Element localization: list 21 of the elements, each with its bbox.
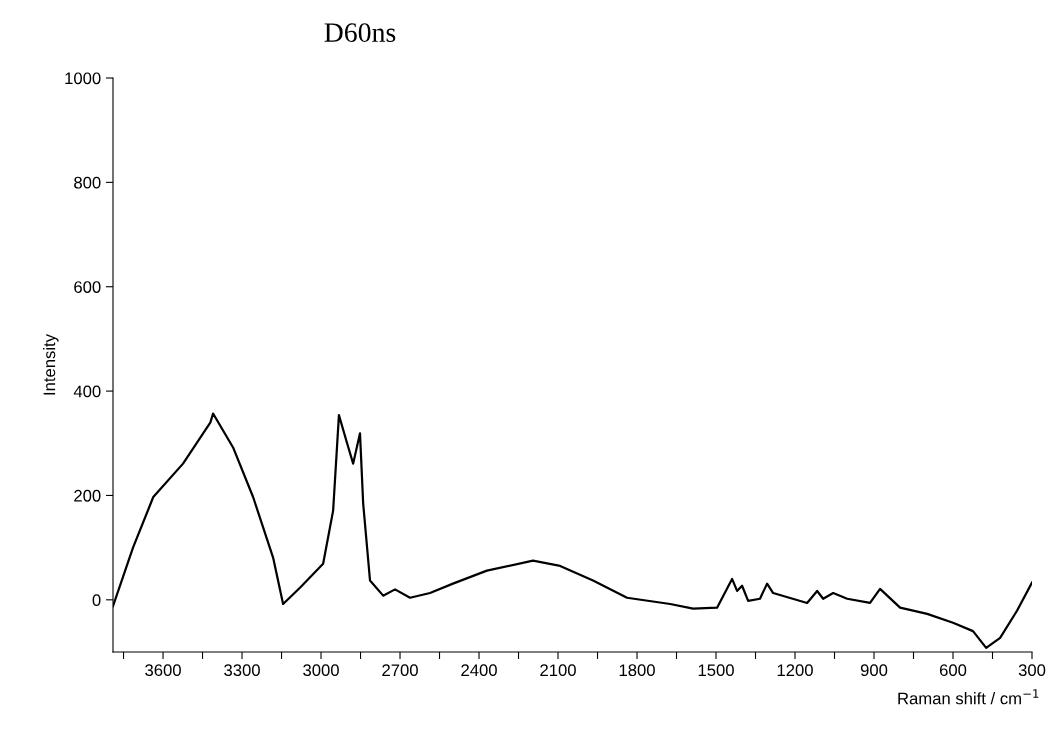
y-axis-title: Intensity <box>43 334 59 395</box>
x-tick-label: 600 <box>939 664 967 677</box>
x-tick-label: 2400 <box>461 664 497 677</box>
x-tick-label: 900 <box>860 664 888 677</box>
x-tick-label: 3600 <box>145 664 181 677</box>
x-tick-label: 1200 <box>777 664 813 677</box>
chart-title: D60ns <box>324 23 396 42</box>
x-tick-label: 2100 <box>540 664 576 677</box>
x-tick-label: 3300 <box>224 664 260 677</box>
y-tick-label: 400 <box>73 385 101 398</box>
y-tick-label: 800 <box>74 176 101 189</box>
x-tick-label: 300 <box>1018 664 1046 677</box>
x-tick-label: 1800 <box>619 664 655 677</box>
x-tick-label: 2700 <box>382 664 418 677</box>
x-axis-title: Raman shift / cm$^{−1}$ <box>898 689 1039 705</box>
y-tick-label: 0 <box>92 594 101 607</box>
x-tick-label: 1500 <box>698 664 734 677</box>
y-tick-label: 200 <box>74 489 101 502</box>
y-tick-label: 600 <box>74 281 101 293</box>
y-tick-label: 1000 <box>65 72 101 85</box>
x-tick-label: 3000 <box>303 664 339 677</box>
